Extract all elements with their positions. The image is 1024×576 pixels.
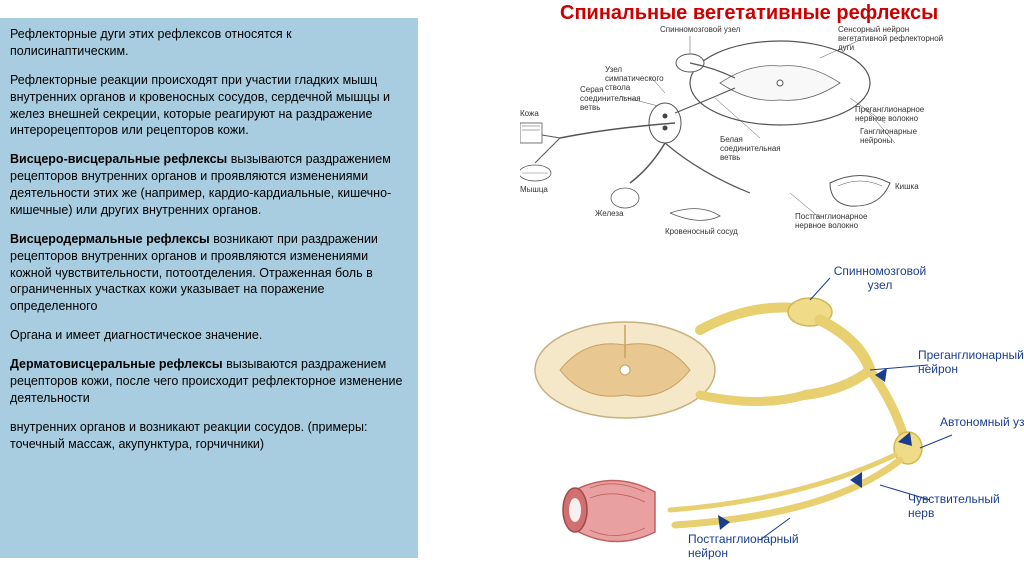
- label-skin: Кожа: [520, 110, 539, 119]
- label-gray-ramus: Серая соединительная ветвь: [580, 86, 650, 112]
- label-postganglionic: Постганглионарное нервное волокно: [795, 213, 890, 231]
- right-area: Спинальные вегетативные рефлексы: [420, 0, 1024, 576]
- paragraph-intro-1: Рефлекторные дуги этих рефлексов относят…: [10, 26, 408, 60]
- label-gland: Железа: [595, 210, 624, 219]
- paragraph-viscerodermal-2: Органа и имеет диагностическое значение.: [10, 327, 408, 344]
- label-vessel: Кровеносный сосуд: [665, 228, 738, 237]
- label-spinal-ganglion: Спинномозговой узел: [660, 26, 740, 35]
- diagram-spinal-reflex-arc: Спинномозговой узел Преганглионарный ней…: [500, 270, 1020, 570]
- label-muscle: Мышца: [520, 186, 548, 195]
- label-spinal-ganglion-2: Спинномозговой узел: [820, 264, 940, 293]
- paragraph-viscerodermal: Висцеродермальные рефлексы возникают при…: [10, 231, 408, 315]
- visceral-organ: [560, 470, 670, 555]
- label-sensory-neuron: Сенсорный нейрон вегетативной рефлекторн…: [838, 26, 948, 52]
- label-ganglion-neurons: Ганглионарные нейроны: [860, 128, 950, 146]
- label-white-ramus: Белая соединительная ветвь: [720, 136, 790, 162]
- paragraph-intro-2: Рефлекторные реакции происходят при учас…: [10, 72, 408, 140]
- diagram-vegetative-arc: Спинномозговой узел Узел симпатического …: [520, 28, 950, 258]
- slide-title: Спинальные вегетативные рефлексы: [560, 2, 938, 25]
- label-sensory-nerve: Чувствительный нерв: [908, 492, 1024, 521]
- label-intestine: Кишка: [895, 183, 919, 192]
- label-preganglionic-neuron: Преганглионарный нейрон: [918, 348, 1024, 377]
- paragraph-dermatovisceral-2: внутренних органов и возникают реакции с…: [10, 419, 408, 453]
- paragraph-dermatovisceral: Дерматовисцеральные рефлексы вызываются …: [10, 356, 408, 407]
- paragraph-viscero-visceral: Висцеро-висцеральные рефлексы вызываются…: [10, 151, 408, 219]
- label-autonomic-ganglion: Автономный узел: [940, 415, 1024, 429]
- label-preganglionic: Преганглионарное нервное волокно: [855, 106, 950, 124]
- label-postganglionic-neuron: Постганглионарный нейрон: [688, 532, 828, 561]
- text-panel: Рефлекторные дуги этих рефлексов относят…: [0, 18, 418, 558]
